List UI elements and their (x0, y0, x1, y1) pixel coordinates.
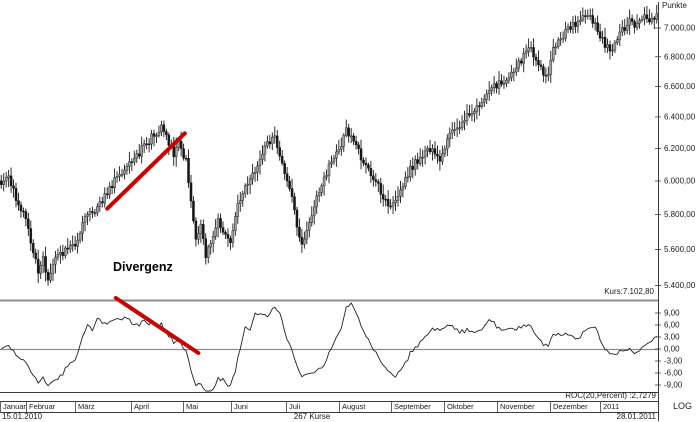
svg-text:Dezember: Dezember (553, 402, 588, 411)
svg-text:Januar: Januar (3, 402, 26, 411)
svg-text:-3,00: -3,00 (664, 357, 683, 366)
svg-text:6.400,00: 6.400,00 (664, 112, 696, 121)
svg-text:6.800,00: 6.800,00 (664, 52, 696, 61)
svg-text:-9,00: -9,00 (664, 381, 683, 390)
trendline-price (105, 131, 187, 211)
svg-text:3,00: 3,00 (664, 333, 680, 342)
roc-indicator-label: ROC(20,Percent) :2,7279 (565, 391, 656, 400)
svg-text:2011: 2011 (603, 402, 619, 411)
svg-text:5.400,00: 5.400,00 (664, 281, 696, 290)
svg-text:September: September (394, 402, 431, 411)
svg-text:Juni: Juni (234, 402, 248, 411)
svg-text:7.000,00: 7.000,00 (664, 23, 696, 32)
log-scale-label: LOG (673, 401, 693, 411)
svg-text:November: November (500, 402, 535, 411)
svg-text:9,00: 9,00 (664, 309, 680, 318)
svg-text:August: August (342, 402, 366, 411)
points-unit-label: Punkte (662, 1, 687, 10)
svg-text:März: März (78, 402, 95, 411)
start-date-label: 15.01.2010 (2, 412, 43, 421)
svg-text:6,00: 6,00 (664, 321, 680, 330)
svg-text:Oktober: Oktober (447, 402, 474, 411)
svg-text:0,00: 0,00 (664, 345, 680, 354)
end-date-label: 28.01.2011 (616, 412, 656, 421)
last-price-label: Kurs:7.102,80 (604, 287, 654, 296)
svg-text:Juli: Juli (289, 402, 301, 411)
svg-text:6.200,00: 6.200,00 (664, 144, 696, 153)
svg-text:5.600,00: 5.600,00 (664, 245, 696, 254)
svg-text:-6,00: -6,00 (664, 369, 683, 378)
svg-text:Februar: Februar (29, 402, 56, 411)
trendline-roc (113, 296, 201, 355)
svg-text:6.000,00: 6.000,00 (664, 176, 696, 185)
svg-text:Mai: Mai (186, 402, 198, 411)
bar-count-label: 267 Kurse (293, 412, 331, 421)
svg-text:April: April (134, 402, 149, 411)
svg-text:6.600,00: 6.600,00 (664, 82, 696, 91)
svg-text:5.800,00: 5.800,00 (664, 210, 696, 219)
divergence-annotation: Divergenz (113, 260, 173, 274)
